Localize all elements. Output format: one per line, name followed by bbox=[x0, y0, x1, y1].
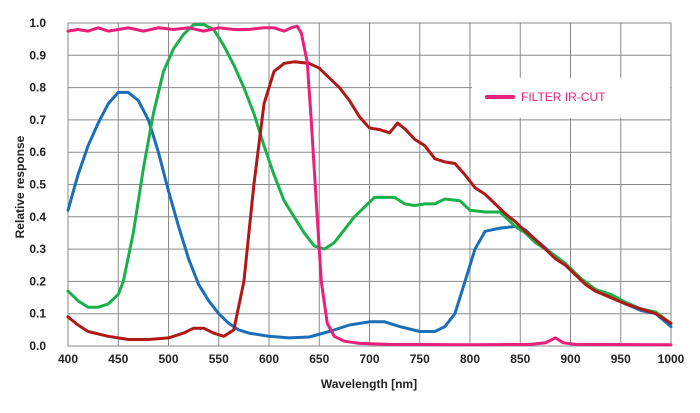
x-tick-label: 600 bbox=[259, 352, 279, 366]
x-tick-label: 450 bbox=[108, 352, 128, 366]
x-tick-label: 400 bbox=[58, 352, 78, 366]
x-tick-labels: 400 450 500 550 600 650 700 750 800 850 900 950 1000 bbox=[58, 352, 685, 366]
series-line-2 bbox=[66, 60, 673, 341]
x-tick-label: 550 bbox=[209, 352, 229, 366]
series-line-3 bbox=[66, 24, 673, 347]
x-tick-label: 500 bbox=[158, 352, 178, 366]
y-tick-label: 0.1 bbox=[29, 307, 46, 321]
x-axis-label: Wavelength [nm] bbox=[321, 377, 417, 391]
legend: FILTER IR-CUT bbox=[472, 78, 670, 118]
y-tick-label: 0.7 bbox=[29, 113, 46, 127]
x-tick-label: 700 bbox=[359, 352, 379, 366]
y-tick-label: 0.9 bbox=[29, 48, 46, 62]
y-tick-label: 0.3 bbox=[29, 242, 46, 256]
x-tick-label: 950 bbox=[611, 352, 631, 366]
x-tick-label: 1000 bbox=[658, 352, 685, 366]
x-tick-label: 850 bbox=[510, 352, 530, 366]
x-tick-label: 750 bbox=[410, 352, 430, 366]
y-tick-label: 0.2 bbox=[29, 274, 46, 288]
y-tick-label: 0.6 bbox=[29, 145, 46, 159]
y-tick-label: 0.8 bbox=[29, 81, 46, 95]
y-tick-label: 1.0 bbox=[29, 16, 46, 30]
x-tick-label: 800 bbox=[460, 352, 480, 366]
series-lines bbox=[66, 23, 673, 347]
x-tick-label: 900 bbox=[560, 352, 580, 366]
y-tick-labels: 0.0 0.1 0.2 0.3 0.4 0.5 0.6 0.7 0.8 0.9 1.0 bbox=[29, 16, 46, 353]
y-tick-label: 0.4 bbox=[29, 210, 46, 224]
legend-label-ircut: FILTER IR-CUT bbox=[521, 90, 606, 104]
x-tick-label: 650 bbox=[309, 352, 329, 366]
series-line-1 bbox=[66, 23, 673, 325]
y-tick-label: 0.5 bbox=[29, 178, 46, 192]
y-tick-label: 0.0 bbox=[29, 339, 46, 353]
y-axis-label: Relative response bbox=[13, 135, 27, 238]
